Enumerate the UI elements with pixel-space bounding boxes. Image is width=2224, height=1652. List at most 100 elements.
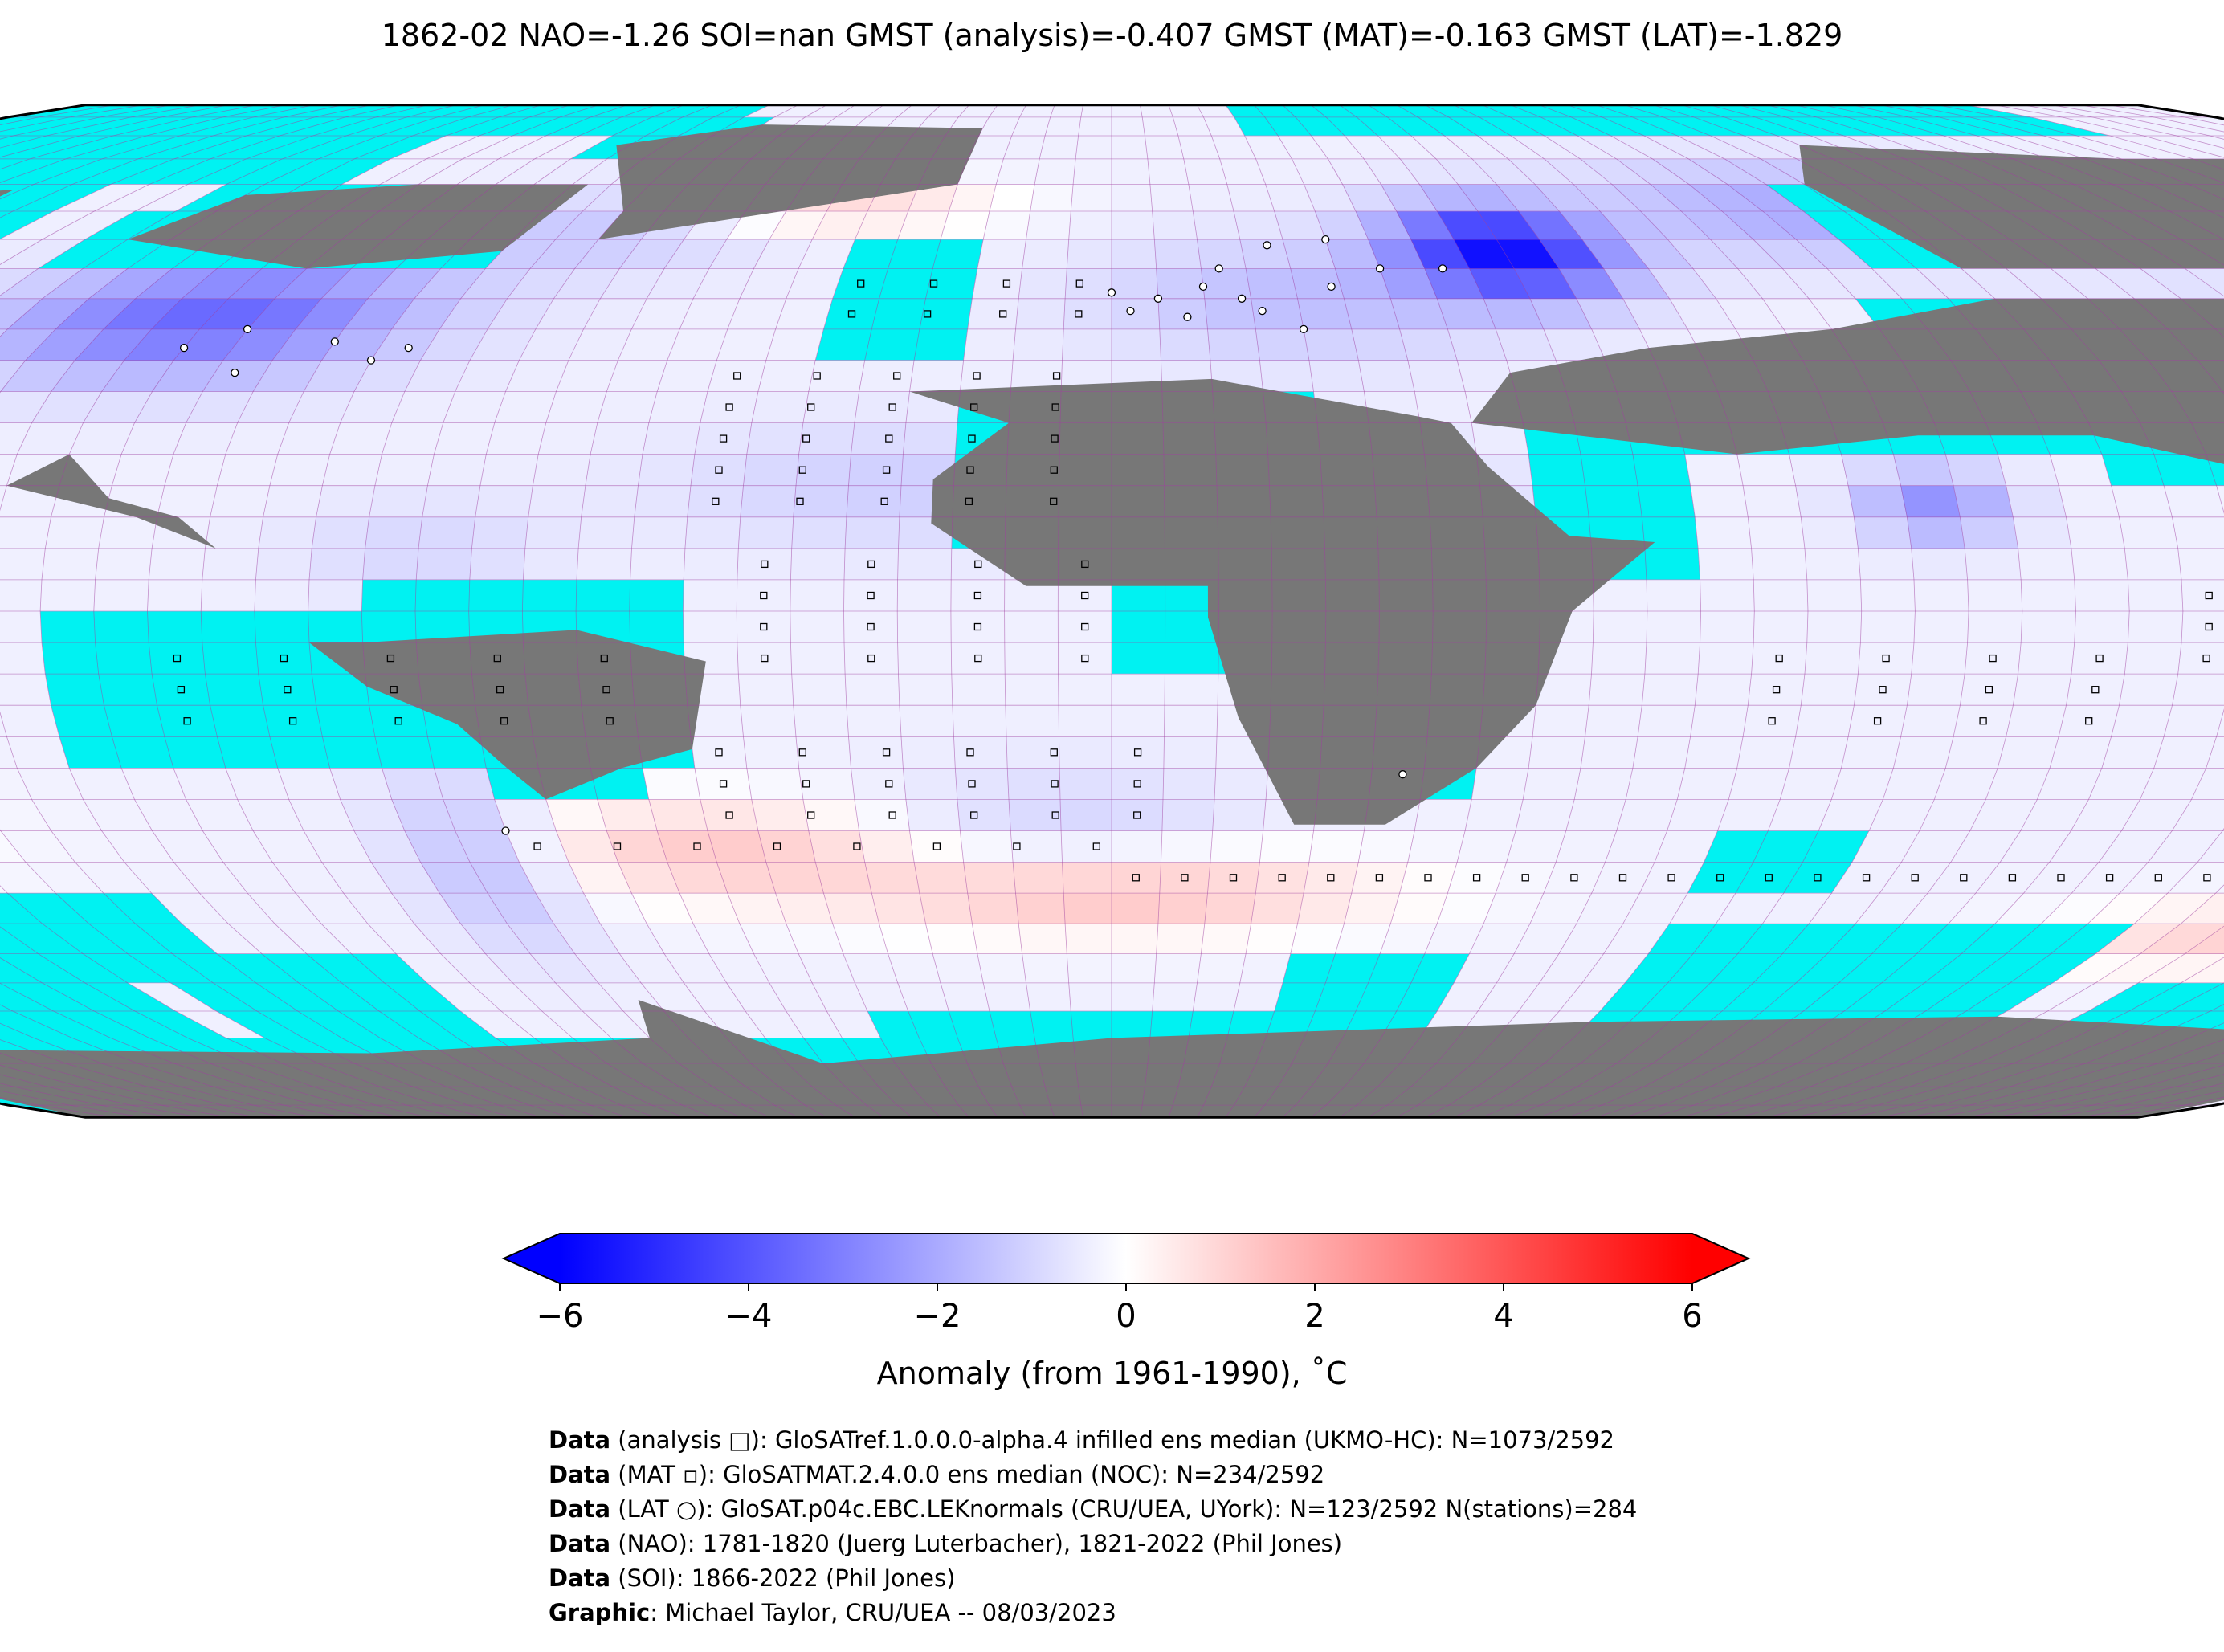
anomaly-cell: [694, 422, 753, 455]
anomaly-cell: [1197, 239, 1247, 269]
anomaly-cell: [848, 736, 904, 769]
anomaly-cell: [1063, 892, 1112, 924]
anomaly-cell: [1997, 454, 2059, 486]
analysis-marker: [712, 497, 720, 505]
anomaly-cell: [269, 454, 330, 486]
missing-data-region: [6, 454, 216, 549]
longitude-line: [1624, 104, 2076, 1118]
anomaly-cell: [844, 673, 900, 706]
analysis-marker: [1882, 654, 1890, 663]
analysis-marker: [888, 811, 896, 819]
longitude-line: [1767, 104, 2224, 1118]
anomaly-cell: [757, 830, 816, 863]
longitude-line: [1738, 104, 2224, 1118]
anomaly-cells: [0, 104, 2224, 1118]
analysis-marker: [613, 842, 622, 850]
longitude-line: [629, 104, 855, 1118]
anomaly-cell: [1779, 768, 1842, 800]
anomaly-cell: [1245, 923, 1298, 954]
anomaly-cell: [2074, 579, 2130, 612]
anomaly-cell: [1642, 673, 1699, 706]
longitude-line: [1824, 104, 2224, 1118]
anomaly-cell: [2119, 516, 2179, 549]
anomaly-cell: [737, 548, 792, 581]
anomaly-cell: [1399, 862, 1458, 894]
colorbar-extend-high: [1691, 1234, 1749, 1283]
anomaly-cell: [1751, 642, 1808, 675]
anomaly-cell: [2020, 610, 2076, 643]
anomaly-cell: [844, 516, 900, 549]
anomaly-cell: [1111, 704, 1165, 737]
analysis-marker: [1862, 874, 1871, 882]
analysis-marker: [1879, 686, 1887, 694]
anomaly-cell: [746, 768, 804, 800]
anomaly-cell: [475, 485, 533, 518]
longitude-line: [0, 104, 456, 1118]
anomaly-cell: [1071, 184, 1112, 212]
anomaly-cell: [1907, 673, 1965, 706]
anomaly-cell: [2111, 485, 2173, 518]
anomaly-cell: [1161, 799, 1215, 831]
anomaly-cell: [2013, 516, 2072, 549]
anomaly-cell: [1062, 862, 1112, 894]
analysis-marker: [1013, 842, 1021, 850]
anomaly-cell: [2124, 548, 2182, 581]
anomaly-cell: [374, 454, 435, 486]
anomaly-cell: [148, 548, 206, 581]
anomaly-cell: [200, 579, 256, 612]
anomaly-cell: [2172, 516, 2224, 549]
anomaly-cell: [597, 799, 658, 831]
station-marker: [404, 343, 413, 353]
anomaly-cell: [1804, 642, 1861, 675]
analysis-marker: [602, 686, 610, 694]
anomaly-cell: [1075, 135, 1112, 160]
analysis-marker: [1472, 874, 1481, 882]
anomaly-cell: [2111, 704, 2173, 737]
station-marker: [1327, 282, 1336, 292]
anomaly-cell: [1858, 548, 1915, 581]
analysis-marker: [807, 403, 815, 411]
credit-line-1: Data (analysis □): GloSATref.1.0.0.0-alp…: [549, 1426, 1615, 1454]
anomaly-cell: [1064, 268, 1112, 300]
anomaly-cell: [1111, 736, 1165, 769]
anomaly-cell: [590, 422, 650, 455]
longitude-line: [1710, 104, 2224, 1118]
analysis-marker: [1979, 717, 1987, 725]
anomaly-cell: [1593, 610, 1648, 643]
anomaly-cell: [919, 892, 973, 924]
analysis-marker: [929, 279, 938, 288]
anomaly-cell: [859, 830, 915, 863]
anomaly-cell: [1953, 704, 2014, 737]
analysis-marker: [1050, 497, 1058, 505]
anomaly-cell: [545, 799, 607, 831]
analysis-marker: [1775, 654, 1783, 663]
anomaly-cell: [1111, 210, 1155, 240]
anomaly-cell: [977, 953, 1026, 984]
anomaly-cell: [972, 268, 1022, 300]
anomaly-cell: [1164, 673, 1219, 706]
anomaly-cell: [1111, 104, 1143, 118]
anomaly-cell: [951, 673, 1006, 706]
longitude-line: [1482, 104, 1809, 1118]
anomaly-cell: [793, 485, 849, 518]
longitude-line: [1653, 104, 2130, 1118]
anomaly-cell: [751, 391, 810, 423]
anomaly-cell: [2020, 579, 2076, 612]
analysis-marker: [1081, 654, 1089, 663]
analysis-marker: [2203, 874, 2211, 882]
anomaly-cell: [1018, 268, 1067, 300]
longitude-line: [1795, 104, 2224, 1118]
analysis-marker: [1521, 874, 1529, 882]
station-marker: [1321, 235, 1330, 244]
analysis-marker: [857, 279, 865, 288]
anomaly-cell: [1006, 768, 1061, 800]
anomaly-cell: [757, 360, 816, 392]
anomaly-cell: [1795, 704, 1855, 737]
analysis-marker: [798, 748, 806, 757]
anomaly-cell: [485, 422, 547, 455]
anomaly-cell: [217, 454, 279, 486]
anomaly-cell: [2049, 736, 2112, 769]
anomaly-cell: [634, 485, 692, 518]
analysis-marker: [693, 842, 701, 850]
anomaly-cell: [1585, 704, 1642, 737]
